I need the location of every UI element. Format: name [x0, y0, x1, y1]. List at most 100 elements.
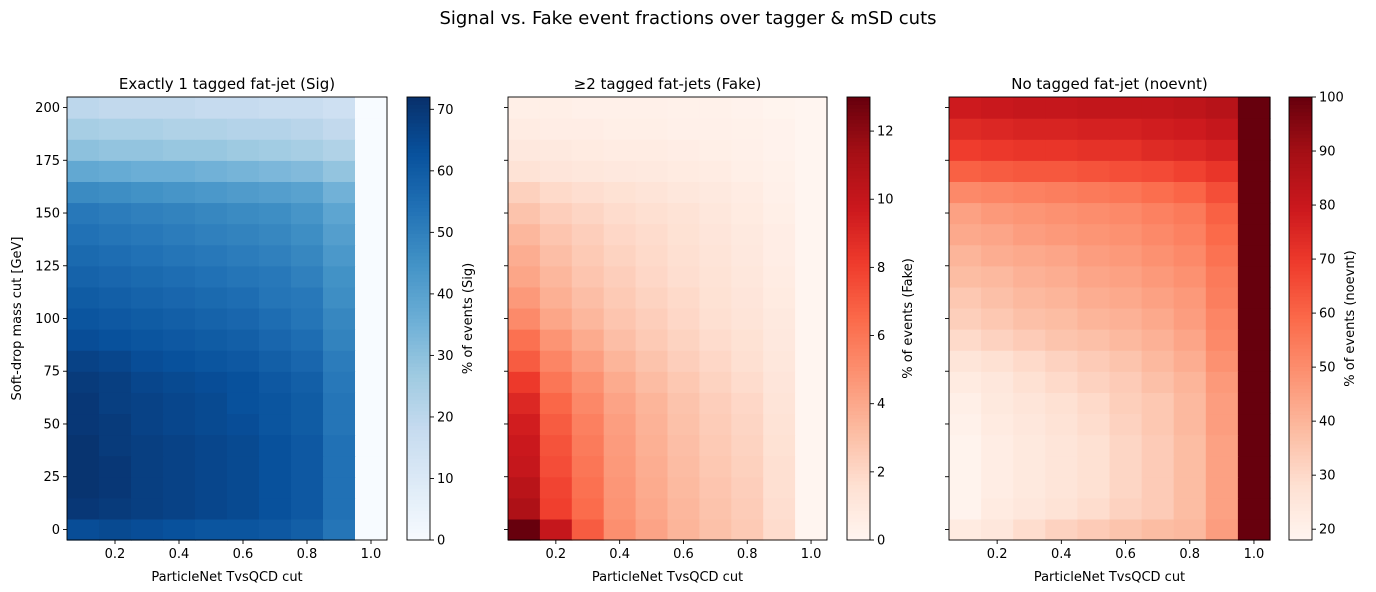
colorbar-segment	[847, 517, 870, 523]
heatmap-cell	[731, 518, 764, 541]
colorbar-segment	[1289, 318, 1312, 323]
heatmap-cell	[1013, 329, 1046, 351]
heatmap-cell	[355, 181, 388, 204]
heatmap-cell	[227, 160, 260, 182]
heatmap-cell	[667, 160, 700, 182]
heatmap-cell	[1237, 413, 1271, 436]
colorbar-segment	[847, 274, 870, 279]
heatmap-cell	[1205, 413, 1239, 436]
heatmap-cell	[981, 223, 1014, 246]
colorbar-segment	[1289, 355, 1312, 360]
colorbar-segment	[407, 226, 430, 231]
heatmap-cell	[1013, 518, 1046, 541]
colorbar-segment	[1289, 159, 1312, 164]
colorbar-segment	[407, 167, 430, 172]
colorbar-segment	[1289, 351, 1312, 356]
colorbar-segment	[1289, 469, 1312, 475]
heatmap-cell	[508, 223, 541, 246]
heatmap-cell	[67, 202, 100, 225]
heatmap-cell	[291, 181, 324, 204]
colorbar-segment	[1289, 340, 1312, 345]
heatmap-cell	[571, 413, 605, 436]
heatmap-cell	[1141, 371, 1175, 393]
heatmap-cell	[571, 244, 605, 267]
heatmap-cell	[1205, 371, 1239, 393]
heatmap-cell	[323, 223, 356, 246]
heatmap-cell	[1141, 202, 1175, 225]
heatmap-cell	[635, 286, 669, 309]
colorbar-tick-label: 100	[1319, 91, 1344, 106]
colorbar-segment	[1289, 425, 1312, 430]
heatmap-cell	[508, 413, 541, 436]
heatmap-cell	[1045, 329, 1078, 351]
x-tick-label: 0.2	[546, 547, 567, 562]
colorbar-tick-label: 10	[437, 472, 454, 487]
heatmap-cell	[699, 392, 732, 415]
heatmap-cell	[1077, 307, 1111, 330]
heatmap-cell	[1077, 413, 1111, 436]
heatmap-cell	[67, 265, 100, 288]
colorbar-segment	[407, 159, 430, 164]
heatmap-cell	[667, 413, 700, 436]
heatmap-cell	[508, 97, 541, 119]
colorbar-segment	[407, 277, 430, 283]
colorbar: 0 10 20 30 40 50 60 70 % of events (Sig)	[406, 96, 476, 549]
colorbar-segment	[407, 296, 430, 301]
colorbar-segment	[1289, 403, 1312, 408]
heatmap-cell	[795, 244, 828, 267]
x-tick-label: 0.8	[737, 547, 758, 562]
heatmap-cell	[795, 413, 828, 436]
heatmap-cell	[1013, 455, 1046, 478]
heatmap-cell	[539, 286, 573, 309]
heatmap-cell	[981, 307, 1014, 330]
heatmap-cell	[1109, 497, 1143, 520]
heatmap-cell	[1173, 97, 1207, 119]
colorbar-segment	[407, 292, 430, 297]
colorbar-segment	[847, 325, 870, 331]
heatmap-cell	[1205, 139, 1239, 161]
heatmap-cell	[731, 413, 764, 436]
heatmap-cell	[291, 329, 324, 351]
heatmap-cell	[131, 181, 164, 204]
heatmap-cell	[635, 413, 669, 436]
heatmap-cell	[539, 139, 573, 161]
colorbar-segment	[1289, 329, 1312, 334]
panel-title: Exactly 1 tagged fat-jet (Sig)	[119, 75, 335, 93]
heatmap-cell	[99, 307, 132, 330]
heatmap-cell	[1205, 476, 1239, 499]
heatmap-cell	[67, 286, 100, 309]
colorbar-segment	[847, 115, 870, 120]
colorbar-segment	[407, 133, 430, 139]
heatmap-cell	[195, 265, 228, 288]
heatmap-cell	[1045, 265, 1078, 288]
heatmap-cell	[1205, 434, 1239, 457]
heatmap-cell	[1141, 455, 1175, 478]
heatmap-cell	[603, 139, 637, 161]
colorbar-tick-label: 10	[877, 193, 894, 208]
colorbar-segment	[1289, 488, 1312, 493]
heatmap-cell	[1013, 139, 1046, 161]
colorbar-segment	[847, 370, 870, 375]
colorbar-segment	[847, 355, 870, 360]
y-tick-label: 25	[43, 470, 60, 485]
heatmap-cell	[195, 202, 228, 225]
heatmap-cell	[981, 202, 1014, 225]
heatmap-cell	[323, 181, 356, 204]
heatmap-cell	[227, 244, 260, 267]
heatmap-cell	[355, 476, 388, 499]
colorbar-segment	[1289, 444, 1312, 449]
x-axis-label: ParticleNet TvsQCD cut	[151, 570, 302, 585]
heatmap-cell	[603, 497, 637, 520]
heatmap-panel-2: 0.2 0.4 0.6 0.8 1.0 ≥2 tagged fat-jets (Fake)…	[504, 75, 916, 585]
heatmap-cell	[1173, 265, 1207, 288]
heatmap-cell	[195, 329, 228, 351]
colorbar-segment	[847, 348, 870, 353]
colorbar-segment	[407, 388, 430, 393]
heatmap-cell	[1077, 118, 1111, 140]
heatmap-cell	[508, 202, 541, 225]
heatmap-cell	[795, 286, 828, 309]
colorbar-segment	[1289, 126, 1312, 131]
colorbar-segment	[847, 480, 870, 486]
heatmap-panel-3: 0.2 0.4 0.6 0.8 1.0 No tagged fat-jet (noevnt…	[945, 75, 1358, 585]
colorbar-segment	[407, 495, 430, 500]
